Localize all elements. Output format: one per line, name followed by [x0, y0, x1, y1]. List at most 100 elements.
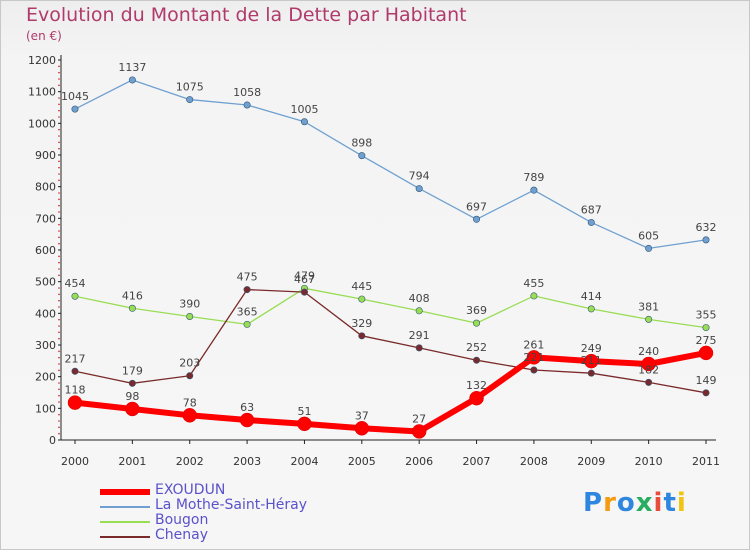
- data-label: 132: [466, 379, 487, 392]
- data-point: [641, 356, 656, 372]
- y-minor-tick: [58, 223, 60, 226]
- data-label: 329: [351, 317, 372, 330]
- y-minor-tick: [58, 293, 60, 296]
- data-point: [584, 353, 599, 369]
- y-minor-tick: [58, 147, 60, 150]
- data-point: [587, 218, 595, 226]
- data-label: 475: [237, 271, 258, 284]
- x-tick-label: 2007: [463, 455, 491, 468]
- logo-letter: x: [635, 488, 654, 518]
- y-minor-tick: [58, 128, 60, 131]
- logo-letter: i: [653, 488, 664, 518]
- y-minor-tick: [58, 192, 60, 194]
- data-point: [128, 379, 136, 387]
- logo-letter: t: [663, 488, 677, 518]
- y-minor-tick: [58, 388, 60, 391]
- data-label: 63: [240, 401, 254, 414]
- legend-swatch: [100, 536, 150, 538]
- chart-subtitle: (en €): [26, 29, 62, 43]
- data-point: [473, 319, 481, 327]
- y-minor-tick: [58, 78, 60, 80]
- data-label: 898: [351, 137, 372, 150]
- data-label: 1075: [176, 81, 204, 94]
- data-label: 240: [638, 345, 659, 358]
- data-point: [182, 408, 197, 423]
- data-label: 27: [412, 412, 426, 425]
- y-tick-label: 600: [35, 244, 56, 257]
- data-label: 789: [523, 171, 544, 184]
- legend-label: Bougon: [155, 512, 209, 528]
- y-minor-tick: [58, 84, 60, 87]
- x-tick-label: 2011: [692, 455, 720, 468]
- y-minor-tick: [58, 299, 60, 302]
- y-tick-label: 900: [35, 149, 56, 162]
- data-point: [186, 312, 194, 320]
- data-label: 355: [696, 309, 717, 322]
- data-label: 37: [355, 409, 369, 422]
- y-minor-tick: [58, 141, 60, 144]
- y-minor-tick: [58, 382, 60, 384]
- y-minor-tick: [58, 369, 60, 372]
- data-point: [71, 292, 79, 300]
- data-label: 414: [581, 290, 602, 303]
- data-label: 390: [179, 298, 200, 311]
- x-tick-label: 2000: [61, 455, 89, 468]
- data-label: 211: [581, 354, 602, 367]
- y-minor-tick: [58, 116, 60, 118]
- data-point: [698, 345, 714, 361]
- y-tick-label: 800: [35, 181, 56, 194]
- data-label: 149: [696, 374, 717, 387]
- data-point: [473, 356, 481, 364]
- data-label: 51: [297, 405, 311, 418]
- y-minor-tick: [58, 420, 60, 422]
- data-label: 416: [122, 289, 143, 302]
- data-point: [128, 76, 136, 84]
- y-minor-tick: [58, 242, 60, 245]
- data-point: [526, 350, 542, 365]
- data-point: [587, 369, 595, 377]
- data-label: 605: [638, 229, 659, 242]
- y-minor-tick: [58, 268, 60, 270]
- data-point: [415, 344, 423, 352]
- y-minor-tick: [58, 261, 60, 264]
- y-minor-tick: [58, 337, 60, 340]
- y-minor-tick: [58, 198, 60, 201]
- data-label: 1058: [233, 86, 261, 99]
- x-tick-label: 2003: [233, 455, 261, 468]
- y-minor-tick: [58, 318, 60, 321]
- data-point: [186, 372, 194, 380]
- data-label: 381: [638, 300, 659, 313]
- y-minor-tick: [58, 166, 60, 169]
- y-minor-tick: [58, 71, 60, 74]
- y-tick-label: 400: [35, 307, 56, 320]
- y-minor-tick: [58, 325, 60, 327]
- x-tick-label: 2008: [520, 455, 548, 468]
- logo-letter: o: [616, 488, 636, 518]
- data-point: [128, 304, 136, 312]
- data-point: [530, 366, 538, 374]
- proxiti-logo: Proxiti: [583, 488, 687, 518]
- y-minor-tick: [58, 306, 60, 308]
- y-tick-label: 200: [35, 371, 56, 384]
- y-minor-tick: [58, 394, 60, 397]
- data-point: [300, 288, 308, 296]
- data-label: 291: [409, 329, 430, 342]
- y-tick-label: 500: [35, 276, 56, 289]
- data-label: 454: [65, 277, 86, 290]
- logo-letter: i: [676, 488, 687, 518]
- y-tick-label: 0: [49, 434, 56, 447]
- legend-swatch: [100, 521, 150, 523]
- data-label: 1005: [290, 103, 318, 116]
- data-label: 252: [466, 341, 487, 354]
- y-minor-tick: [58, 173, 60, 175]
- data-point: [354, 421, 370, 436]
- y-minor-tick: [58, 135, 60, 137]
- x-tick-label: 2002: [176, 455, 204, 468]
- data-point: [358, 332, 366, 340]
- y-minor-tick: [58, 363, 60, 365]
- data-point: [530, 186, 538, 194]
- data-label: 1137: [118, 61, 146, 74]
- y-minor-tick: [58, 287, 60, 289]
- series-line-0: [72, 349, 709, 435]
- data-point: [297, 416, 312, 432]
